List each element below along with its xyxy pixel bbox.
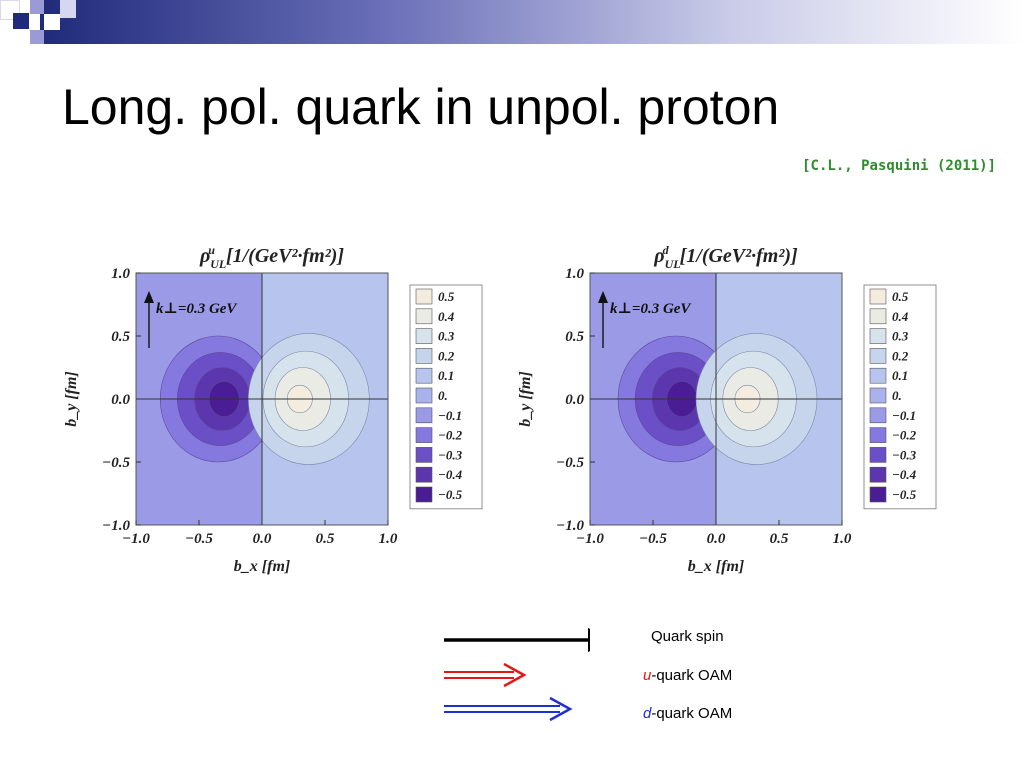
x-tick-label: 0.0 bbox=[253, 531, 272, 547]
citation: [C.L., Pasquini (2011)] bbox=[802, 158, 996, 174]
level-swatch bbox=[869, 447, 887, 463]
quark-spin-arrow-icon bbox=[444, 628, 590, 652]
legend-d-letter: d bbox=[643, 705, 652, 722]
level-swatch bbox=[869, 407, 887, 424]
y-tick-label: −0.5 bbox=[102, 455, 130, 471]
legend-u-quark-oam: u-quark OAM bbox=[643, 667, 732, 684]
legend-quark-spin-label: Quark spin bbox=[651, 628, 724, 645]
level-label: −0.1 bbox=[438, 408, 462, 423]
u-quark-oam-arrow-icon bbox=[444, 662, 527, 688]
level-label: −0.2 bbox=[438, 428, 463, 443]
y-tick-label: −0.5 bbox=[556, 455, 584, 471]
level-swatch bbox=[415, 427, 433, 443]
level-label: 0.3 bbox=[438, 329, 455, 344]
level-swatch bbox=[415, 288, 433, 305]
deco-square bbox=[60, 0, 76, 18]
legend-u-letter: u bbox=[643, 667, 652, 684]
x-tick-label: 0.0 bbox=[707, 531, 726, 547]
x-tick-label: 0.5 bbox=[316, 531, 335, 547]
x-tick-label: −1.0 bbox=[576, 531, 604, 547]
level-label: −0.3 bbox=[892, 447, 917, 462]
d-quark-oam-arrow-icon bbox=[444, 696, 573, 722]
header-decoration bbox=[0, 0, 1024, 60]
legend-d-quark-oam: d-quark OAM bbox=[643, 705, 732, 722]
level-label: 0.1 bbox=[438, 368, 454, 383]
level-label: −0.4 bbox=[438, 467, 463, 482]
x-tick-label: −0.5 bbox=[185, 531, 213, 547]
x-axis-label: b_x [fm] bbox=[688, 558, 744, 575]
y-tick-label: −1.0 bbox=[556, 518, 584, 534]
level-label: −0.5 bbox=[892, 487, 917, 502]
level-swatch bbox=[869, 387, 887, 404]
arrow-legend-icons bbox=[444, 628, 590, 722]
level-swatch bbox=[415, 447, 433, 463]
k-perp-annotation: k⊥=0.3 GeV bbox=[156, 301, 238, 317]
x-tick-label: 1.0 bbox=[379, 531, 398, 547]
level-swatch bbox=[415, 466, 433, 483]
level-swatch bbox=[415, 407, 433, 424]
contour-plot-u: ρULu [1/(GeV²·fm²)] −1.0−1.0 −0.5 −0.5 0.0 0.… bbox=[63, 243, 483, 575]
level-label: 0.4 bbox=[438, 309, 455, 324]
level-swatch bbox=[869, 367, 887, 384]
level-label: −0.2 bbox=[892, 428, 917, 443]
contour-plot-d: ρULd [1/(GeV²·fm²)] −1.0−1.0 −0.5 −0.5 0.0 0.… bbox=[517, 243, 937, 575]
level-label: −0.1 bbox=[892, 408, 916, 423]
y-tick-label: −1.0 bbox=[102, 518, 130, 534]
y-tick-label: 1.0 bbox=[565, 266, 584, 282]
x-tick-label: 1.0 bbox=[833, 531, 852, 547]
level-label: −0.3 bbox=[438, 447, 463, 462]
header-gradient-bar bbox=[40, 0, 1024, 44]
level-label: 0.1 bbox=[892, 368, 908, 383]
k-perp-annotation: k⊥=0.3 GeV bbox=[610, 301, 692, 317]
x-tick-label: −1.0 bbox=[122, 531, 150, 547]
level-swatch bbox=[869, 427, 887, 443]
level-swatch bbox=[869, 486, 887, 503]
slide-title: Long. pol. quark in unpol. proton bbox=[62, 79, 780, 135]
x-tick-label: −0.5 bbox=[639, 531, 667, 547]
deco-square bbox=[30, 0, 44, 14]
level-label: 0.5 bbox=[892, 289, 909, 304]
legend-u-text: -quark OAM bbox=[651, 667, 733, 684]
level-swatch bbox=[415, 486, 433, 503]
deco-square bbox=[44, 14, 60, 30]
level-label: 0.2 bbox=[892, 348, 909, 363]
x-tick-label: 0.5 bbox=[770, 531, 789, 547]
level-label: 0. bbox=[892, 388, 902, 403]
y-tick-label: 0.0 bbox=[111, 392, 130, 408]
level-label: 0.5 bbox=[438, 289, 455, 304]
level-swatch bbox=[415, 328, 433, 344]
y-axis-label: b_y [fm] bbox=[63, 371, 80, 427]
level-swatch bbox=[869, 328, 887, 344]
legend-quark-spin: Quark spin bbox=[651, 628, 724, 645]
y-tick-label: 0.5 bbox=[111, 329, 130, 345]
level-swatch bbox=[869, 308, 887, 325]
deco-square bbox=[13, 13, 29, 29]
level-label: −0.4 bbox=[892, 467, 917, 482]
level-swatch bbox=[415, 367, 433, 384]
level-label: 0.4 bbox=[892, 309, 909, 324]
level-swatch bbox=[415, 387, 433, 404]
plot-title: ρULu [1/(GeV²·fm²)] bbox=[199, 243, 344, 271]
level-label: 0.3 bbox=[892, 329, 909, 344]
level-swatch bbox=[415, 308, 433, 325]
y-tick-label: 0.5 bbox=[565, 329, 584, 345]
y-axis-label: b_y [fm] bbox=[517, 371, 534, 427]
y-tick-label: 0.0 bbox=[565, 392, 584, 408]
level-swatch bbox=[869, 466, 887, 483]
legend-d-text: -quark OAM bbox=[651, 705, 733, 722]
level-swatch bbox=[869, 288, 887, 305]
level-label: 0.2 bbox=[438, 348, 455, 363]
level-swatch bbox=[869, 348, 887, 364]
y-tick-label: 1.0 bbox=[111, 266, 130, 282]
level-swatch bbox=[415, 348, 433, 364]
x-axis-label: b_x [fm] bbox=[234, 558, 290, 575]
level-label: 0. bbox=[438, 388, 448, 403]
level-label: −0.5 bbox=[438, 487, 463, 502]
plot-title: ρULd [1/(GeV²·fm²)] bbox=[653, 243, 798, 271]
deco-square bbox=[30, 30, 44, 44]
